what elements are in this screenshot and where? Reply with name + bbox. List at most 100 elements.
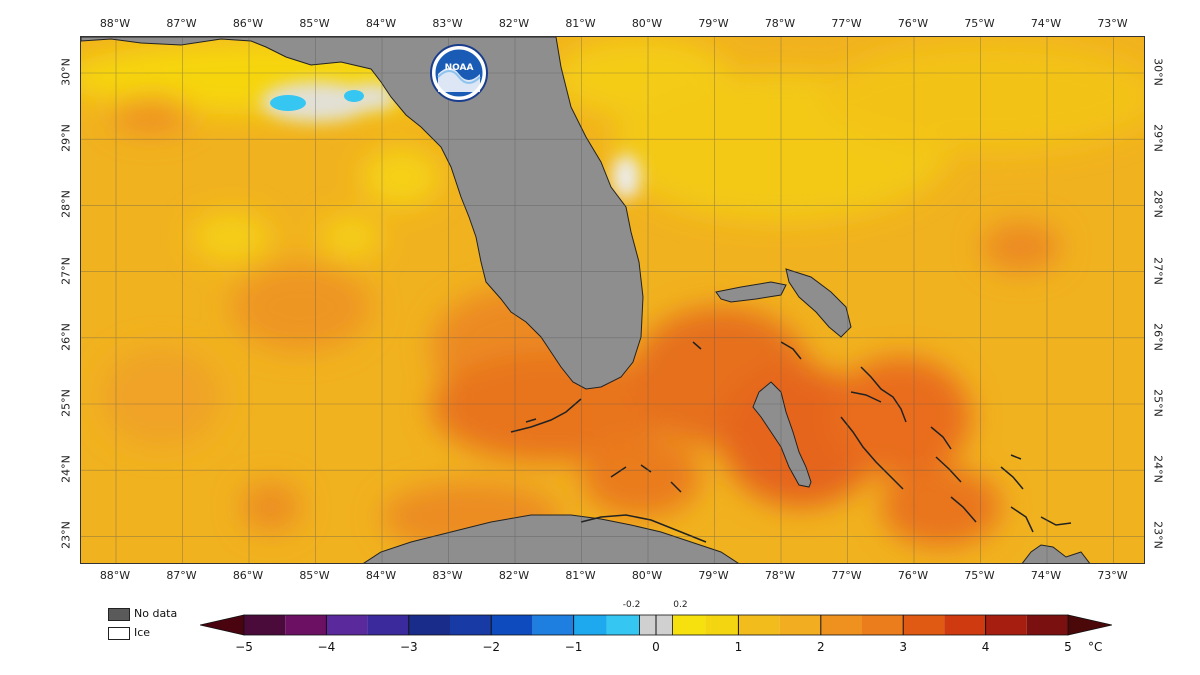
longitude-label: 81°W [565,17,596,30]
longitude-label: 73°W [1097,17,1128,30]
land-andros [752,381,812,488]
longitude-label: 88°W [99,569,131,582]
land-abaco [785,268,852,338]
longitude-label: 83°W [432,17,463,30]
latitude-label: 28°N [1151,190,1165,219]
land-berry-islands [692,341,802,360]
longitude-label: 74°W [1030,569,1062,582]
longitude-label: 86°W [232,569,264,582]
latitude-label: 24°N [1151,455,1165,484]
colorbar-tick-label: −3 [399,640,418,654]
colorbar-segment [1026,615,1068,635]
colorbar-segment [672,615,706,635]
longitude-label: 84°W [365,569,397,582]
longitude-label: 87°W [166,569,197,582]
longitude-label: 74°W [1030,17,1062,30]
longitude-label: 87°W [166,17,197,30]
longitude-label: 82°W [498,17,530,30]
longitude-label: 77°W [831,17,862,30]
colorbar-segment [285,615,327,635]
no-data-swatch [108,608,130,621]
colorbar-segment [705,615,739,635]
longitude-label: 88°W [99,17,131,30]
colorbar-segment [862,615,904,635]
land-se-bahamas [950,454,1072,533]
graticule [81,37,1144,563]
longitude-label: 85°W [299,569,330,582]
cold-spot-2 [344,90,364,102]
longitude-label: 81°W [565,569,596,582]
land-exumas [840,416,904,490]
latitude-label: 29°N [59,124,73,153]
land-hispaniola-corner [1021,544,1091,563]
longitude-label: 79°W [698,569,729,582]
latitude-label: 27°N [59,256,73,285]
colorbar-segment [491,615,533,635]
latitude-label: 26°N [59,322,73,351]
colorbar-segment [573,615,607,635]
colorbar-graphic [199,614,1113,636]
no-data-label: No data [134,607,178,620]
latitude-label: 30°N [1151,58,1165,86]
land-florida [81,37,644,390]
colorbar-segment [532,615,574,635]
latitude-label: 30°N [59,58,73,86]
longitude-label: 78°W [764,17,796,30]
longitude-label: 86°W [232,17,264,30]
noaa-logo-icon: NOAA [430,44,488,102]
latitude-label: 25°N [59,389,73,417]
latitude-label: 25°N [1151,389,1165,417]
longitude-label: 80°W [631,17,663,30]
colorbar-tick-label: 4 [981,640,990,654]
longitude-label: 77°W [831,569,862,582]
colorbar-tick-label: 1 [734,640,743,654]
colorbar-tick-label: −5 [235,640,253,654]
latitude-label: 29°N [1151,124,1165,153]
colorbar-tick-label: −2 [482,640,501,654]
longitude-label: 73°W [1097,569,1128,582]
colorbar-segment [985,615,1027,635]
colorbar-segment [450,615,492,635]
colorbar-segment [820,615,862,635]
latitude-label: 26°N [1151,322,1165,351]
latitude-label: 28°N [59,190,73,219]
land-cuba [363,514,739,563]
colorbar [199,612,1113,642]
colorbar-tick-label: 2 [816,640,825,654]
land-cay-sal [610,464,682,493]
longitude-label: 83°W [432,569,463,582]
land-eleuthera [850,366,907,423]
longitude-label: 85°W [299,17,330,30]
colorbar-segment [367,615,409,635]
colorbar-small-tick-label: 0.2 [673,600,688,610]
longitude-label: 75°W [964,569,995,582]
latitude-label: 23°N [1151,521,1165,550]
land-cat-island [930,426,952,450]
colorbar-segment [408,615,450,635]
colorbar-tick-label: 0 [652,640,660,654]
colorbar-extend-high [1067,614,1113,636]
noaa-logo-text: NOAA [445,63,474,73]
colorbar-tick-label: −1 [564,640,583,654]
map-panel [80,36,1145,564]
colorbar-tick-label: 5 [1064,640,1072,654]
colorbar-extend-low [199,614,245,636]
longitude-label: 76°W [897,569,929,582]
colorbar-small-tick-label: -0.2 [622,600,641,610]
colorbar-unit: °C [1088,640,1103,654]
ice-label: Ice [134,626,151,639]
colorbar-segment [244,615,286,635]
colorbar-tick-label: −4 [317,640,336,654]
colorbar-segment [944,615,986,635]
latitude-label: 24°N [59,455,73,484]
longitude-label: 80°W [631,569,663,582]
longitude-label: 78°W [764,569,796,582]
ice-swatch [108,627,130,640]
latitude-label: 27°N [1151,256,1165,285]
longitude-label: 84°W [365,17,397,30]
colorbar-segment [606,615,640,635]
colorbar-segment [779,615,821,635]
cold-spot-1 [270,95,306,111]
colorbar-segment [738,615,780,635]
longitude-label: 79°W [698,17,729,30]
